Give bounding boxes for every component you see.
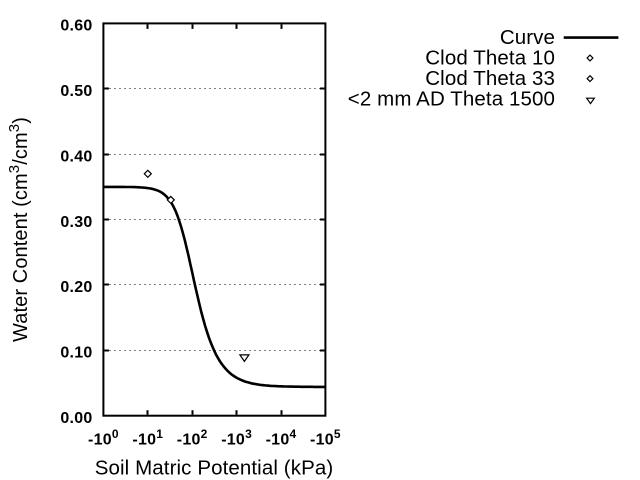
svg-text:0.00: 0.00	[60, 410, 92, 427]
svg-text:Soil Matric Potential (kPa): Soil Matric Potential (kPa)	[95, 457, 334, 480]
svg-text:0.30: 0.30	[60, 214, 92, 231]
svg-text:0.50: 0.50	[60, 83, 92, 100]
svg-text:-102: -102	[177, 427, 208, 449]
svg-text:-105: -105	[310, 427, 341, 449]
svg-text:0.10: 0.10	[60, 345, 92, 362]
svg-text:-101: -101	[132, 427, 163, 449]
svg-text:Curve: Curve	[500, 26, 555, 49]
svg-text:Water Content (cm3/cm3): Water Content (cm3/cm3)	[6, 117, 32, 342]
svg-text:0.60: 0.60	[60, 18, 92, 35]
svg-text:-100: -100	[88, 427, 119, 449]
svg-text:Clod Theta 33: Clod Theta 33	[425, 67, 555, 90]
svg-text:-104: -104	[266, 427, 297, 449]
svg-text:-103: -103	[221, 427, 252, 449]
svg-text:Clod Theta 10: Clod Theta 10	[425, 46, 555, 69]
svg-text:0.20: 0.20	[60, 279, 92, 296]
svg-text:<2 mm AD Theta 1500: <2 mm AD Theta 1500	[348, 88, 555, 111]
svg-text:0.40: 0.40	[60, 149, 92, 166]
